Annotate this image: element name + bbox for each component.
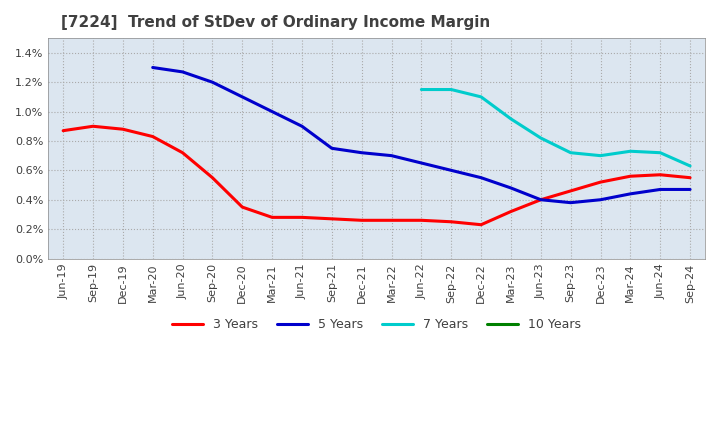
5 Years [208,80,217,85]
5 Years [328,146,336,151]
7 Years [567,150,575,155]
5 Years [179,69,187,74]
5 Years [148,65,157,70]
Line: 7 Years: 7 Years [421,89,690,166]
5 Years [507,185,516,191]
3 Years [626,174,635,179]
Line: 5 Years: 5 Years [153,67,690,203]
3 Years [387,218,396,223]
3 Years [208,175,217,180]
3 Years [59,128,68,133]
5 Years [268,109,276,114]
5 Years [447,168,456,173]
3 Years [89,124,97,129]
7 Years [536,136,545,141]
3 Years [596,180,605,185]
3 Years [477,222,485,227]
7 Years [626,149,635,154]
3 Years [685,175,694,180]
5 Years [297,124,306,129]
7 Years [685,163,694,169]
3 Years [179,150,187,155]
3 Years [238,205,246,210]
7 Years [656,150,665,155]
5 Years [567,200,575,205]
Text: [7224]  Trend of StDev of Ordinary Income Margin: [7224] Trend of StDev of Ordinary Income… [61,15,490,30]
7 Years [447,87,456,92]
3 Years [656,172,665,177]
5 Years [536,197,545,202]
7 Years [596,153,605,158]
5 Years [656,187,665,192]
3 Years [447,219,456,224]
Line: 3 Years: 3 Years [63,126,690,225]
3 Years [297,215,306,220]
7 Years [477,94,485,99]
5 Years [387,153,396,158]
3 Years [148,134,157,139]
5 Years [238,94,246,99]
3 Years [328,216,336,221]
5 Years [477,175,485,180]
3 Years [417,218,426,223]
3 Years [268,215,276,220]
3 Years [536,197,545,202]
5 Years [596,197,605,202]
7 Years [507,116,516,121]
5 Years [685,187,694,192]
3 Years [357,218,366,223]
3 Years [567,188,575,194]
5 Years [357,150,366,155]
Legend: 3 Years, 5 Years, 7 Years, 10 Years: 3 Years, 5 Years, 7 Years, 10 Years [167,313,586,336]
3 Years [507,209,516,214]
5 Years [417,160,426,165]
7 Years [417,87,426,92]
5 Years [626,191,635,197]
3 Years [119,127,127,132]
